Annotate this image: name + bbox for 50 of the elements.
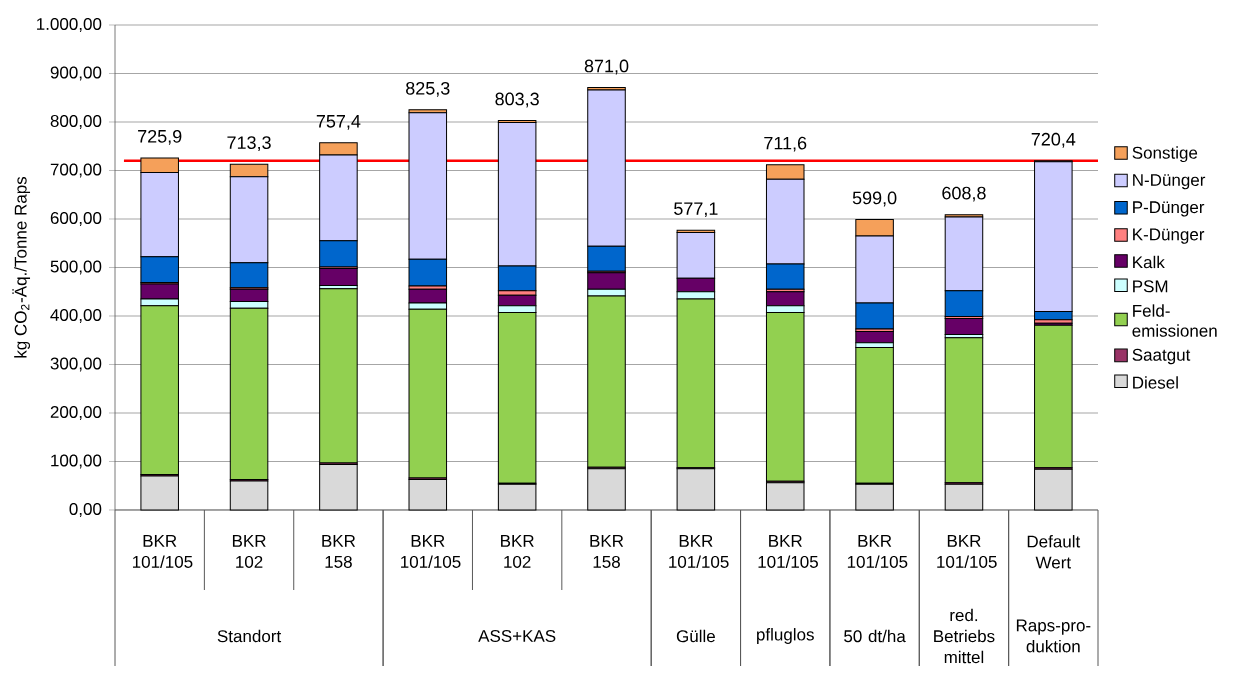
y-tick-label: 300,00 [50, 357, 102, 372]
text: pfluglos [757, 628, 814, 644]
x-tick-label: Default Wert [1027, 535, 1081, 569]
total-label: 713,3 [227, 136, 271, 152]
x-tick-label: BKR 102 [501, 535, 534, 568]
legend-label: Kalk [1133, 255, 1165, 269]
legend-label: Feld-emissionen [1132, 304, 1217, 337]
total-label: 825,3 [406, 81, 450, 97]
text: Gülle [676, 629, 715, 643]
total-label: 608,8 [942, 186, 986, 202]
x-tick-label: BKR 101/105 [758, 535, 818, 568]
legend-label: PSM [1133, 280, 1168, 293]
x-tick-label: BKR 102 [232, 535, 266, 568]
legend-label: Saatgut [1132, 348, 1191, 365]
text: Standort [217, 629, 282, 643]
y-tick-label: 500,00 [50, 260, 102, 275]
total-label: 725,9 [138, 129, 182, 145]
y-tick-label: 400,00 [50, 308, 102, 323]
total-label: 711,6 [764, 136, 807, 152]
legend-label: N-Dünger [1133, 174, 1206, 190]
x-tick-label: BKR 101/105 [401, 535, 461, 568]
x-tick-label: BKR 158 [322, 535, 356, 568]
x-tick-label: BKR 101/105 [669, 535, 729, 568]
x-tick-label: BKR 101/105 [132, 535, 193, 568]
y-tick-label: 600,00 [50, 211, 102, 226]
text: Raps-pro-duktion [1016, 619, 1091, 653]
text: 50 dt/ha [844, 629, 906, 643]
y-tick-label: 800,00 [50, 114, 102, 129]
y-tick-label: 100,00 [51, 454, 102, 469]
x-tick-label: BKR 101/105 [937, 535, 997, 568]
legend-label: Sonstige [1132, 146, 1198, 163]
text: red. Betriebs mittel [934, 608, 995, 664]
total-label: 871,0 [584, 59, 629, 75]
total-label: 599,0 [852, 191, 897, 207]
total-label: 803,3 [495, 92, 539, 108]
y-tick-label: 0,00 [69, 502, 102, 517]
legend-label: Diesel [1133, 376, 1178, 389]
total-label: 720,4 [1031, 132, 1076, 148]
y-tick-label: 700,00 [50, 163, 102, 178]
y-axis-title: kg CO$_{2}$-Äq./Tonne Raps [12, 176, 31, 358]
y-tick-label: 900,00 [50, 66, 102, 81]
legend-label: P-Dünger [1133, 201, 1205, 217]
x-tick-label: BKR 101/105 [847, 535, 908, 568]
text: ASS+KAS [478, 629, 556, 642]
y-tick-label: 1.000,00 [37, 17, 102, 32]
legend-label: K-Dünger [1133, 228, 1205, 244]
total-label: 757,4 [316, 115, 361, 130]
total-label: 577,1 [674, 202, 718, 218]
y-tick-label: 200,00 [50, 405, 102, 420]
x-tick-label: BKR 158 [590, 535, 624, 568]
